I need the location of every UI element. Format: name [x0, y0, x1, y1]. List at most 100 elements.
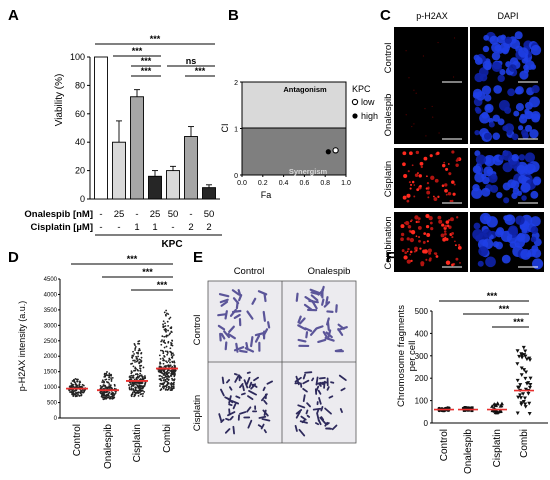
panel-d-point [139, 367, 142, 370]
chromosome [253, 376, 259, 382]
dapi-nucleus [500, 34, 507, 41]
ph2ax-focus [402, 151, 407, 156]
panel-d-point [74, 377, 77, 380]
panel-d-point [130, 372, 133, 375]
ph2ax-focus [402, 195, 407, 200]
panel-b-point-high [325, 149, 331, 155]
panel-d-point [132, 374, 135, 377]
chromosome [324, 421, 329, 427]
panel-f-sig-label: *** [487, 291, 498, 301]
c-row-label: Control [383, 43, 394, 74]
ph2ax-focus [451, 263, 454, 267]
chromosome [320, 406, 324, 412]
ph2ax-focus [441, 184, 445, 187]
panel-a-ylabel: Viability (%) [54, 74, 65, 127]
chromosome [220, 332, 226, 340]
dapi-nucleus [516, 233, 525, 242]
panel-d-point [84, 389, 86, 391]
panel-f-point [518, 396, 523, 400]
panel-d-point [136, 375, 139, 378]
panel-d-point [136, 382, 139, 384]
ph2ax-focus [442, 237, 447, 242]
panel-b-xlabel: Fa [261, 190, 272, 200]
panel-d-point [169, 347, 172, 350]
dapi-nucleus [530, 236, 537, 243]
panel-f-point [498, 408, 503, 413]
dapi-nucleus [516, 190, 523, 197]
chromosome [267, 321, 271, 329]
panel-d-point [75, 392, 78, 395]
ph2ax-focus [425, 214, 430, 219]
panel-d-point [172, 385, 175, 388]
panel-d-point [169, 387, 172, 389]
panel-d-point [164, 380, 167, 383]
dapi-nucleus [474, 172, 485, 183]
ph2ax-focus [437, 215, 442, 220]
panel-b-xtick-label: 0.6 [300, 180, 310, 187]
panel-d-point [166, 351, 169, 354]
dapi-nucleus [474, 57, 483, 65]
panel-b-ytick-label: 0 [234, 173, 238, 180]
panel-d-point [164, 342, 167, 344]
panel-f-point [527, 401, 532, 406]
panel-f-point [523, 387, 528, 392]
panel-d-category-label: Cisplatin [132, 424, 143, 462]
ph2ax-focus [437, 41, 439, 44]
chromosome [328, 395, 334, 399]
panel-d-point [104, 384, 107, 387]
panel-d-point [159, 374, 162, 377]
panel-d-point [166, 353, 169, 356]
dapi-nucleus [530, 111, 541, 121]
panel-d-point [171, 377, 173, 380]
dapi-nucleus [497, 47, 504, 54]
panel-d-point [163, 346, 166, 349]
ph2ax-focus [433, 197, 438, 201]
panel-a-condition-value: 50 [168, 209, 179, 220]
dapi-nucleus [492, 132, 501, 141]
panel-d-point [167, 374, 169, 377]
panel-d-point [165, 335, 167, 338]
panel-d-point [171, 365, 174, 368]
chromosome [218, 293, 230, 298]
chromosome [297, 338, 307, 343]
chromosome [217, 324, 226, 331]
ph2ax-focus [407, 247, 410, 251]
panel-f-ytick-label: 200 [415, 374, 429, 383]
panel-d-point [172, 370, 175, 373]
ph2ax-focus [420, 165, 423, 169]
panel-d-point [159, 389, 162, 392]
chromosome [219, 298, 229, 304]
panel-d-ytick-label: 1500 [44, 370, 58, 376]
panel-d-point [169, 374, 172, 377]
ph2ax-focus [435, 255, 439, 258]
panel-d-point [111, 393, 114, 396]
panel-f-point [524, 357, 529, 362]
chromosome [298, 428, 306, 437]
ph2ax-focus [422, 55, 425, 57]
panel-letter-b: B [228, 7, 239, 24]
immunofluorescence-grid: p-H2AX DAPI Control Onalespib Cisplatin Com… [383, 11, 544, 272]
panel-a-ytick-label: 40 [75, 137, 85, 147]
panel-d-point [139, 374, 141, 377]
panel-a-condition-value: 1 [152, 222, 157, 233]
panel-d-point [101, 391, 103, 393]
metaphase-spread-grid: Control Onalespib Control Cisplatin [192, 266, 357, 444]
panel-f-point [523, 349, 528, 354]
dapi-nucleus [508, 225, 518, 235]
panel-d-point [113, 393, 116, 396]
panel-d-point [163, 335, 166, 338]
chromosome [227, 332, 236, 340]
panel-d-point [168, 317, 171, 320]
chromosome [315, 325, 324, 330]
chromosome [334, 348, 343, 353]
dapi-nucleus [504, 106, 512, 114]
panel-d-point [166, 361, 168, 364]
panel-d-point [134, 369, 137, 372]
panel-a-sig-label: *** [150, 34, 161, 44]
panel-d-point [163, 355, 165, 357]
panel-d-point [162, 350, 165, 353]
dapi-nucleus [482, 45, 490, 53]
e-row-cisplatin: Cisplatin [192, 395, 203, 431]
panel-d-point [164, 378, 167, 381]
dapi-nucleus [472, 165, 482, 174]
